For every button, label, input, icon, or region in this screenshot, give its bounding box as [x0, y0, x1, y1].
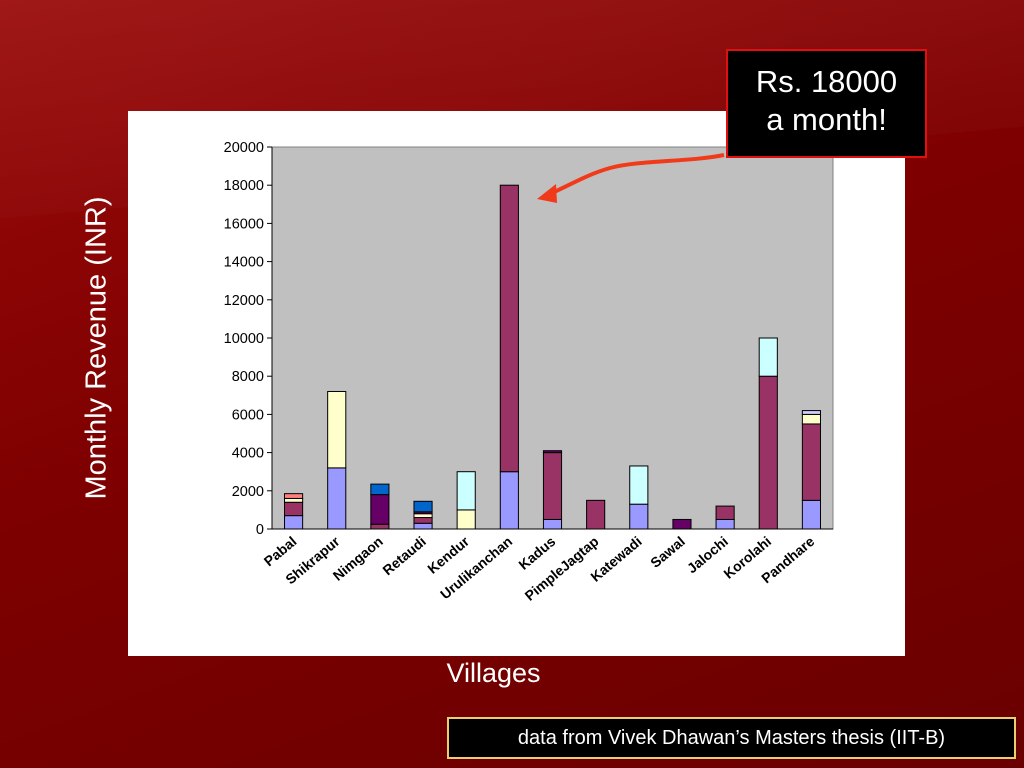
bar-segment — [542, 450, 563, 454]
bar-segment — [801, 499, 821, 530]
bar-segment — [715, 518, 735, 530]
y-tick-label: 4000 — [232, 446, 264, 462]
bar-segment — [327, 390, 347, 469]
y-axis-title: Monthly Revenue (INR) — [80, 196, 113, 500]
y-tick-label: 8000 — [232, 369, 264, 385]
y-tick-label: 10000 — [224, 331, 264, 347]
bar-segment — [758, 375, 778, 530]
x-axis-labels: PabalShikrapurNimgaonRetaudiKendurUrulik… — [261, 533, 818, 604]
y-axis: 0 2000 4000 6000 8000 10000 12000 14000 16000 180… — [224, 140, 833, 538]
bar-segment — [801, 413, 821, 425]
bar-segment — [758, 337, 778, 377]
bar-segment — [413, 500, 433, 513]
callout-box: Rs. 18000 a month! — [726, 49, 927, 158]
bar-segment — [542, 518, 563, 530]
bar-segment — [586, 499, 606, 530]
bar-segment — [499, 184, 519, 473]
y-tick-label: 16000 — [224, 216, 264, 232]
bar-segment — [629, 503, 649, 530]
bar-segment — [327, 467, 347, 530]
bar-segment — [284, 501, 304, 517]
bars-layer — [284, 184, 821, 530]
bar-segment — [370, 494, 390, 525]
bar-segment — [715, 505, 735, 520]
bar-segment — [413, 513, 433, 519]
y-tick-label: 2000 — [232, 484, 264, 500]
source-note: data from Vivek Dhawan’s Masters thesis … — [447, 717, 1016, 759]
y-tick-label: 0 — [256, 522, 264, 538]
x-category-label: Sawal — [647, 533, 688, 571]
x-category-label: PimpleJagtap — [522, 533, 602, 604]
bar-segment — [456, 509, 476, 530]
y-tick-label: 20000 — [224, 140, 264, 156]
callout-line-1: Rs. 18000 — [755, 64, 898, 99]
bar-segment — [456, 471, 476, 511]
bar-segment — [284, 497, 304, 503]
bar-segment — [672, 518, 692, 530]
bar-segment — [629, 465, 649, 505]
bar-segment — [370, 523, 390, 530]
callout-line-2: a month! — [766, 102, 887, 137]
y-tick-label: 12000 — [224, 293, 264, 309]
bar-segment — [284, 493, 304, 499]
y-tick-label: 18000 — [224, 178, 264, 194]
bar-segment — [370, 483, 390, 496]
bar-segment — [284, 515, 304, 530]
bar-segment — [801, 423, 821, 501]
bar-segment — [413, 522, 433, 530]
bar-segment — [801, 410, 821, 415]
bar-segment — [413, 517, 433, 524]
y-tick-label: 14000 — [224, 255, 264, 271]
chart-panel: 0 2000 4000 6000 8000 10000 12000 14000 16000 180… — [128, 111, 905, 656]
x-category-label: Retaudi — [379, 533, 429, 578]
stacked-bar-chart: 0 2000 4000 6000 8000 10000 12000 14000 16000 180… — [224, 140, 834, 604]
x-axis-title: Villages — [446, 658, 541, 688]
bar-segment — [499, 471, 519, 530]
x-category-label: Pabal — [261, 533, 300, 569]
y-tick-label: 6000 — [232, 407, 264, 423]
bar-segment — [542, 452, 563, 520]
